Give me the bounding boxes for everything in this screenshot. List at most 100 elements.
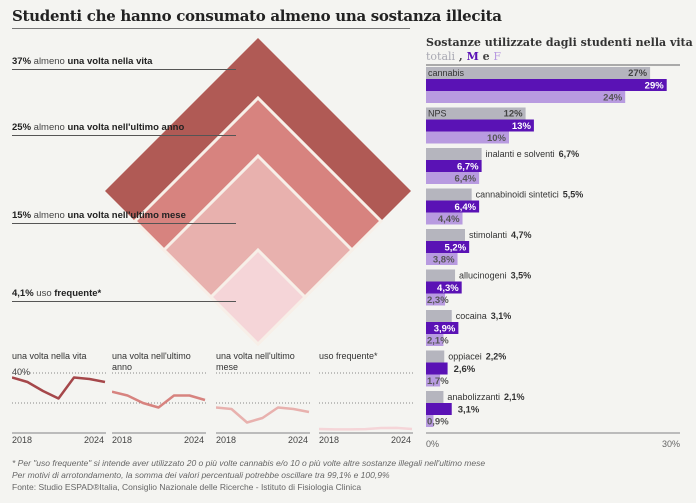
value-label-total: 27% — [628, 68, 648, 79]
level-leader-line — [12, 135, 236, 136]
value-label-male: 6,7% — [457, 162, 479, 173]
category-label: allucinogeni — [459, 271, 507, 281]
level-text: almeno — [31, 122, 68, 133]
category-label: anabolizzanti — [447, 392, 500, 402]
bar-total — [426, 229, 466, 241]
legend-total: totali — [426, 50, 456, 63]
level-bold: una volta nell'ultimo mese — [67, 210, 186, 221]
bar-female — [426, 293, 446, 306]
value-label-total: 4,7% — [511, 230, 532, 240]
category-value-label: cocaina 3,1% — [456, 311, 512, 321]
value-label-total: 6,7% — [559, 149, 580, 159]
bar-male — [426, 119, 534, 132]
value-label-total: 3,1% — [491, 311, 512, 321]
level-bold: una volta nell'ultimo anno — [67, 122, 185, 133]
spark-title: uso frequente* — [319, 351, 378, 361]
spark-title: una volta nell'ultimo mese — [216, 351, 295, 372]
bar-total — [426, 350, 445, 363]
spark-line — [319, 426, 413, 431]
bar-female — [426, 131, 509, 144]
bar-total — [426, 67, 651, 79]
bar-legend: totali , M e F — [426, 50, 501, 63]
level-label: 4,1% uso frequente* — [12, 288, 101, 299]
legend-sep: , — [455, 50, 467, 63]
bar-male — [426, 322, 459, 334]
spark-title: una volta nella vita — [12, 351, 87, 361]
level-bold: una volta nella vita — [67, 56, 153, 67]
spark-line — [216, 406, 310, 424]
value-label-male: 13% — [512, 121, 532, 132]
sparkline-chart — [319, 372, 413, 434]
bar-chart-title: Sostanze utilizzate dagli studenti nella… — [426, 36, 693, 49]
x-tick-label: 2018 — [112, 435, 133, 445]
x-tick-label: 2018 — [319, 435, 340, 445]
value-label-female: 4,4% — [438, 214, 460, 225]
value-label-female: 24% — [603, 93, 623, 104]
bar-female — [426, 334, 444, 346]
level-leader-line — [12, 69, 236, 70]
category-label: stimolanti — [469, 230, 507, 240]
x-tick-label: 2024 — [391, 435, 412, 445]
legend-sep: e — [478, 50, 494, 63]
spark-line — [112, 390, 206, 409]
level-pct: 4,1% — [12, 288, 34, 299]
spark-title: una volta nell'ultimo anno — [112, 351, 191, 372]
bar-total — [426, 188, 472, 201]
bar-total — [426, 107, 526, 120]
value-label-female: 2,1% — [427, 336, 449, 347]
spark-line — [12, 376, 106, 400]
footnote: Per motivi di arrotondamento, la somma d… — [12, 470, 390, 480]
bar-total — [426, 269, 456, 282]
x-tick-label: 30% — [662, 439, 680, 449]
category-label: cannabinoidi sintetici — [476, 190, 559, 200]
category-label: cannabis — [428, 68, 465, 78]
value-label-total: 5,5% — [563, 190, 584, 200]
category-label: oppiacei — [448, 352, 482, 362]
y-tick-label: 40% — [12, 367, 31, 377]
value-label-male: 3,9% — [434, 324, 456, 335]
level-text: almeno — [31, 210, 68, 221]
level-label: 15% almeno una volta nell'ultimo mese — [12, 210, 186, 221]
x-tick-label: 2024 — [84, 435, 105, 445]
bar-male — [426, 362, 448, 375]
sparkline-chart — [112, 372, 206, 434]
value-label-female: 1,7% — [427, 376, 449, 387]
value-label-male: 6,4% — [454, 202, 476, 213]
bar-female — [426, 172, 480, 184]
x-tick-label: 2024 — [288, 435, 309, 445]
category-value-label: cannabinoidi sintetici 5,5% — [476, 190, 584, 200]
bar-female — [426, 374, 441, 387]
page-title: Studenti che hanno consumato almeno una … — [12, 7, 502, 25]
bar-total — [426, 310, 452, 322]
value-label-male: 4,3% — [437, 283, 459, 294]
diamond-frequent — [208, 247, 308, 347]
value-label-female: 0,9% — [427, 417, 449, 428]
diamond-chart — [105, 38, 411, 347]
category-label: NPS — [428, 109, 447, 119]
footnote: Fonte: Studio ESPAD®Italia, Consiglio Na… — [12, 482, 362, 492]
legend-male: M — [466, 50, 479, 63]
bar-female — [426, 253, 458, 265]
level-pct: 15% — [12, 210, 32, 221]
level-leader-line — [12, 301, 236, 302]
level-label: 25% almeno una volta nell'ultimo anno — [12, 122, 184, 133]
bar-female — [426, 91, 626, 103]
x-tick-label: 2024 — [184, 435, 205, 445]
level-leader-line — [12, 223, 236, 224]
value-label-total: 2,2% — [486, 352, 507, 362]
category-value-label: anabolizzanti 2,1% — [447, 392, 524, 402]
sparkline-chart — [12, 372, 106, 434]
level-text: uso — [33, 288, 55, 299]
x-tick-label: 2018 — [216, 435, 237, 445]
bar-male — [426, 241, 470, 253]
level-pct: 37% — [12, 56, 32, 67]
title-rule — [12, 28, 410, 29]
bar-total — [426, 148, 482, 160]
bar-male — [426, 403, 452, 415]
bar-male — [426, 281, 462, 294]
category-value-label: inalanti e solventi 6,7% — [486, 149, 580, 159]
bar-male — [426, 79, 667, 91]
bar-male — [426, 160, 482, 172]
category-value-label: oppiacei 2,2% — [448, 352, 506, 362]
